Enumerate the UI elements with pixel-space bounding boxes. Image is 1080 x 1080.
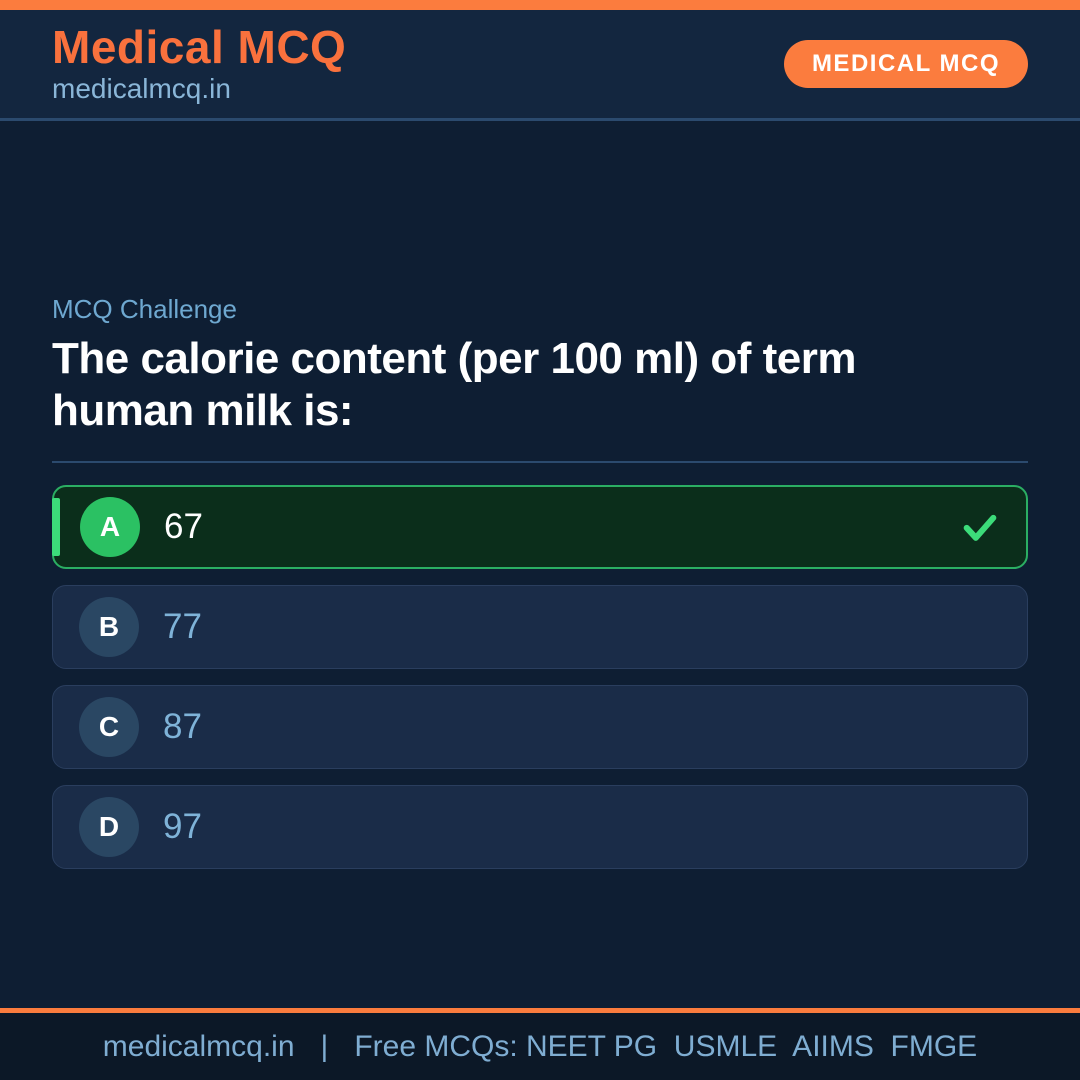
footer-separator: | (320, 1029, 329, 1063)
brand-badge: MEDICAL MCQ (783, 40, 1028, 88)
option-d[interactable]: D 97 (52, 784, 1028, 869)
option-b-text: 77 (163, 606, 202, 646)
options-list: A 67 B 77 C 87 D 97 (52, 484, 1028, 869)
brand-title: Medical MCQ (52, 20, 347, 73)
option-c[interactable]: C 87 (52, 684, 1028, 769)
option-a-letter-badge: A (80, 496, 140, 557)
option-c-text: 87 (163, 706, 202, 746)
top-accent-bar (0, 0, 1080, 10)
option-c-letter-badge: C (79, 696, 139, 757)
checkmark-icon (963, 514, 997, 541)
option-b[interactable]: B 77 (52, 584, 1028, 669)
question-text: The calorie content (per 100 ml) of term… (52, 334, 856, 435)
brand-subtitle: medicalmcq.in (52, 73, 231, 105)
quiz-label: MCQ Challenge (52, 294, 237, 324)
header: Medical MCQ medicalmcq.in MEDICAL MCQ (0, 10, 1080, 121)
question-divider (52, 460, 1028, 463)
footer: medicalmcq.in | Free MCQs: NEET PG USMLE… (0, 1008, 1080, 1080)
footer-site: medicalmcq.in (102, 1029, 295, 1063)
brand-block: Medical MCQ medicalmcq.in (52, 23, 346, 105)
quiz-card: MCQ Challenge The calorie content (per 1… (0, 294, 1080, 869)
option-a[interactable]: A 67 (52, 484, 1028, 569)
option-d-letter-badge: D (79, 796, 139, 857)
option-b-letter-badge: B (79, 596, 139, 657)
footer-tagline: Free MCQs: NEET PG USMLE AIIMS FMGE (354, 1029, 978, 1063)
option-a-text: 67 (164, 506, 203, 546)
option-d-text: 97 (163, 806, 202, 846)
